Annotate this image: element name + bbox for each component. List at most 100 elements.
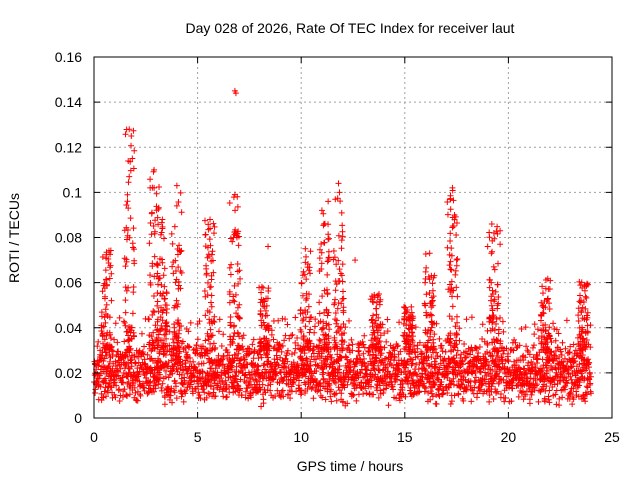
data-point — [102, 319, 109, 326]
data-point — [416, 388, 423, 395]
data-point — [159, 380, 166, 387]
data-point — [456, 325, 463, 332]
data-point — [529, 381, 536, 388]
data-point — [240, 332, 247, 339]
data-point — [154, 298, 161, 305]
data-point — [320, 369, 327, 376]
data-point — [567, 390, 574, 397]
data-point — [485, 362, 492, 369]
data-point — [229, 366, 236, 373]
data-point — [550, 320, 557, 327]
data-point — [311, 323, 318, 330]
data-point — [160, 272, 167, 279]
data-point — [305, 267, 312, 274]
data-point — [534, 355, 541, 362]
data-point — [203, 262, 210, 269]
data-point — [428, 354, 435, 361]
data-point — [292, 314, 299, 321]
data-point — [415, 366, 422, 373]
data-point — [444, 244, 451, 251]
data-point — [344, 400, 351, 407]
data-point — [494, 370, 501, 377]
data-point — [396, 319, 403, 326]
data-point — [344, 381, 351, 388]
data-point — [105, 342, 112, 349]
data-point — [207, 326, 214, 333]
data-point — [475, 350, 482, 357]
data-point — [121, 338, 128, 345]
data-point — [271, 366, 278, 373]
data-point — [503, 345, 510, 352]
data-point — [196, 318, 203, 325]
data-point — [414, 372, 421, 379]
data-point — [510, 347, 517, 354]
data-point — [219, 356, 226, 363]
data-point — [134, 397, 141, 404]
data-point — [467, 351, 474, 358]
data-point — [279, 378, 286, 385]
data-point — [176, 242, 183, 249]
data-point — [391, 354, 398, 361]
data-point — [160, 351, 167, 358]
data-point — [100, 340, 107, 347]
data-point — [268, 331, 275, 338]
data-point — [349, 391, 356, 398]
data-point — [122, 131, 129, 138]
data-point — [112, 394, 119, 401]
data-point — [130, 284, 137, 291]
data-point — [124, 328, 131, 335]
data-point — [375, 394, 382, 401]
data-point — [508, 398, 515, 405]
data-point — [572, 358, 579, 365]
data-point — [145, 364, 152, 371]
data-point — [218, 342, 225, 349]
data-point — [128, 356, 135, 363]
data-point — [320, 210, 327, 217]
data-point — [125, 157, 132, 164]
data-point — [429, 280, 436, 287]
data-point — [564, 367, 571, 374]
x-tick-label: 10 — [293, 429, 309, 445]
data-point — [282, 316, 289, 323]
data-point — [165, 359, 172, 366]
data-point — [490, 263, 497, 270]
data-point — [551, 381, 558, 388]
data-point — [234, 261, 241, 268]
data-point — [348, 336, 355, 343]
data-point — [185, 328, 192, 335]
data-point — [119, 394, 126, 401]
data-point — [436, 335, 443, 342]
data-point — [95, 338, 102, 345]
data-point — [106, 275, 113, 282]
data-point — [181, 379, 188, 386]
data-point — [438, 379, 445, 386]
data-point — [223, 393, 230, 400]
data-point — [423, 264, 430, 271]
data-point — [295, 342, 302, 349]
data-point — [113, 382, 120, 389]
data-point — [136, 378, 143, 385]
data-point — [187, 319, 194, 326]
data-point — [430, 336, 437, 343]
data-point — [281, 337, 288, 344]
data-point — [111, 336, 118, 343]
data-point — [279, 342, 286, 349]
data-point — [116, 398, 123, 405]
data-point — [556, 395, 563, 402]
data-point — [171, 361, 178, 368]
data-point — [210, 386, 217, 393]
data-point — [264, 354, 271, 361]
data-point — [284, 321, 291, 328]
data-point — [231, 298, 238, 305]
data-point — [454, 347, 461, 354]
data-point — [313, 368, 320, 375]
data-point — [106, 358, 113, 365]
data-point — [94, 343, 101, 350]
data-point — [203, 394, 210, 401]
data-point — [269, 375, 276, 382]
data-point — [477, 386, 484, 393]
data-point — [324, 258, 331, 265]
data-point — [200, 360, 207, 367]
data-point — [100, 358, 107, 365]
data-point — [458, 380, 465, 387]
